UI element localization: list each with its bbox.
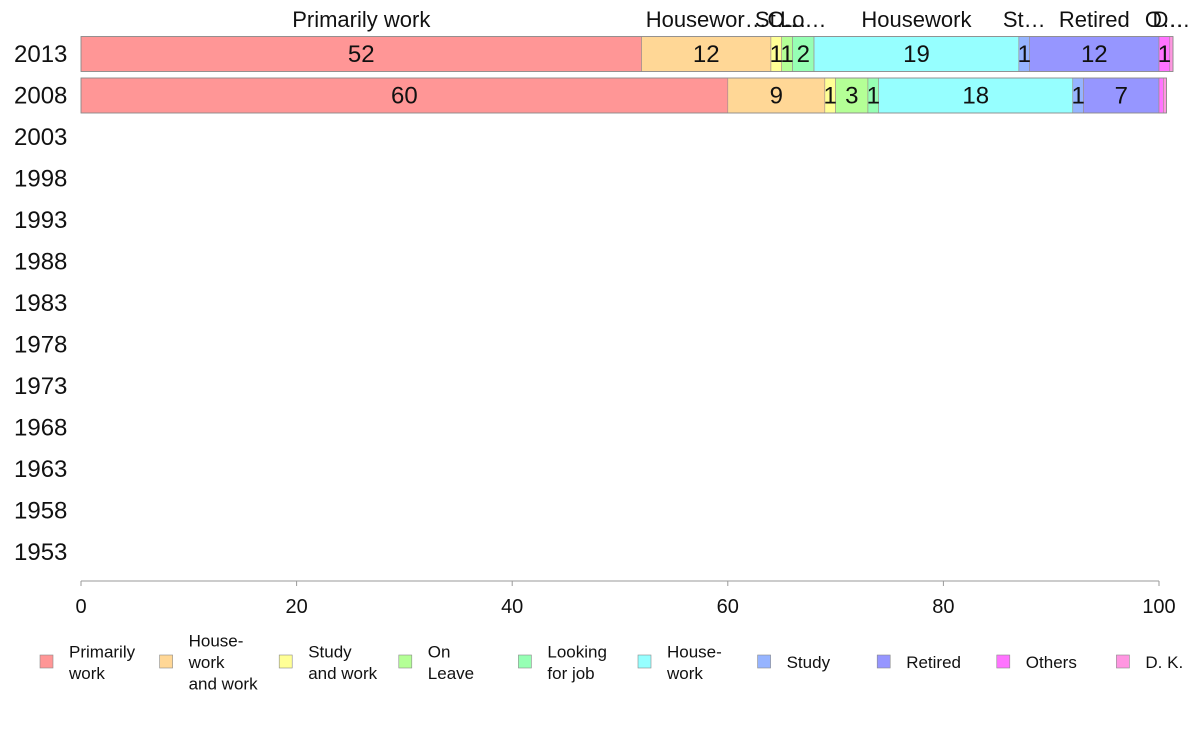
legend-swatch xyxy=(1116,654,1130,669)
series-top-label: Lo… xyxy=(780,7,826,32)
bar-segment xyxy=(1158,77,1164,114)
legend-swatch xyxy=(398,654,413,669)
legend-label: work xyxy=(188,653,225,672)
legend-swatch xyxy=(518,654,532,669)
legend-swatch xyxy=(159,654,173,669)
data-label: 1 xyxy=(1158,41,1171,68)
category-label: 1973 xyxy=(14,373,67,400)
category-label: 1953 xyxy=(14,539,67,566)
x-tick-label: 0 xyxy=(75,596,86,618)
legend-label: for job xyxy=(547,664,594,683)
category-label: 2003 xyxy=(14,124,67,151)
legend-label: Study xyxy=(308,642,352,661)
legend-swatch xyxy=(39,654,54,669)
category-label: 1998 xyxy=(14,166,67,193)
data-label: 1 xyxy=(770,41,783,68)
legend-label: D. K. xyxy=(1145,653,1183,672)
data-label: 19 xyxy=(903,41,930,68)
data-label: 52 xyxy=(348,41,375,68)
legend-swatch xyxy=(996,654,1011,669)
bar-segment xyxy=(1083,77,1160,114)
category-labels: 2013 2008 2003 1998 1993 1988 1983 1978 1973 1968… xyxy=(14,41,67,566)
legend-label: Looking xyxy=(547,642,607,661)
legend-label: Others xyxy=(1026,653,1077,672)
category-label: 2013 xyxy=(14,41,67,68)
category-label: 1988 xyxy=(14,249,67,276)
legend-label: Primarily xyxy=(69,642,136,661)
data-label: 9 xyxy=(770,83,783,110)
category-label: 1968 xyxy=(14,415,67,442)
data-label: 2 xyxy=(797,41,810,68)
legend-label: Leave xyxy=(428,664,474,683)
data-label: 1 xyxy=(780,41,793,68)
x-tick-label: 20 xyxy=(285,596,307,618)
data-label: 1 xyxy=(824,83,837,110)
category-label: 1993 xyxy=(14,207,67,234)
bar-segment xyxy=(835,77,869,114)
series-top-label: Primarily work xyxy=(292,7,431,32)
x-tick-label: 60 xyxy=(717,596,739,618)
bar-outline xyxy=(80,36,1174,72)
legend-label: and work xyxy=(308,664,377,683)
value-labels: 52 12 11 2 19 1 12 160 9 1 3 1 18 1 7 xyxy=(348,41,1171,110)
series-top-labels: Primarily work Housewor…St…O…Lo… Housework… xyxy=(292,7,1188,32)
category-label: 1958 xyxy=(14,498,67,525)
data-label: 1 xyxy=(1071,83,1084,110)
data-label: 7 xyxy=(1115,83,1128,110)
legend: Primarily work House-work and work Study and … xyxy=(39,632,1183,694)
bars xyxy=(80,36,1174,114)
legend-swatch xyxy=(876,654,891,669)
legend-swatch xyxy=(757,654,771,669)
legend-label: House- xyxy=(189,632,244,651)
x-tick-label: 40 xyxy=(501,596,523,618)
data-label: 12 xyxy=(693,41,720,68)
x-tick-label: 100 xyxy=(1142,596,1175,618)
x-axis: 0 20 40 60 80 100 xyxy=(75,580,1176,618)
series-top-label: D… xyxy=(1152,7,1188,32)
data-label: 3 xyxy=(845,83,858,110)
legend-label: On xyxy=(428,642,451,661)
category-label: 1978 xyxy=(14,332,67,359)
series-top-label: St… xyxy=(755,7,798,32)
series-top-label: Housework xyxy=(861,7,972,32)
category-label: 2008 xyxy=(14,83,67,110)
category-label: 1983 xyxy=(14,290,67,317)
data-label: 1 xyxy=(867,83,880,110)
legend-label: work xyxy=(666,664,703,683)
data-label: 12 xyxy=(1081,41,1108,68)
category-label: 1963 xyxy=(14,456,67,483)
bar-outline xyxy=(80,77,1167,114)
bar-segment xyxy=(80,77,729,114)
legend-label: Study xyxy=(787,653,831,672)
bar-segment xyxy=(1163,77,1167,114)
legend-label: Retired xyxy=(906,653,961,672)
series-top-label: O… xyxy=(768,7,807,32)
series-top-label: St… xyxy=(1003,7,1046,32)
legend-swatch xyxy=(278,654,293,669)
bar-segment xyxy=(878,77,1074,114)
data-label: 18 xyxy=(962,83,989,110)
series-top-label: O… xyxy=(1145,7,1184,32)
series-top-label: Housewor… xyxy=(646,7,767,32)
x-tick-label: 80 xyxy=(932,596,954,618)
data-label: 60 xyxy=(391,83,418,110)
legend-label: and work xyxy=(189,675,258,694)
data-label: 1 xyxy=(1018,41,1031,68)
series-top-label: Retired xyxy=(1059,7,1130,32)
bar-segment xyxy=(813,36,1020,72)
legend-label: House- xyxy=(667,642,722,661)
legend-label: work xyxy=(68,664,105,683)
legend-swatch xyxy=(637,654,652,669)
